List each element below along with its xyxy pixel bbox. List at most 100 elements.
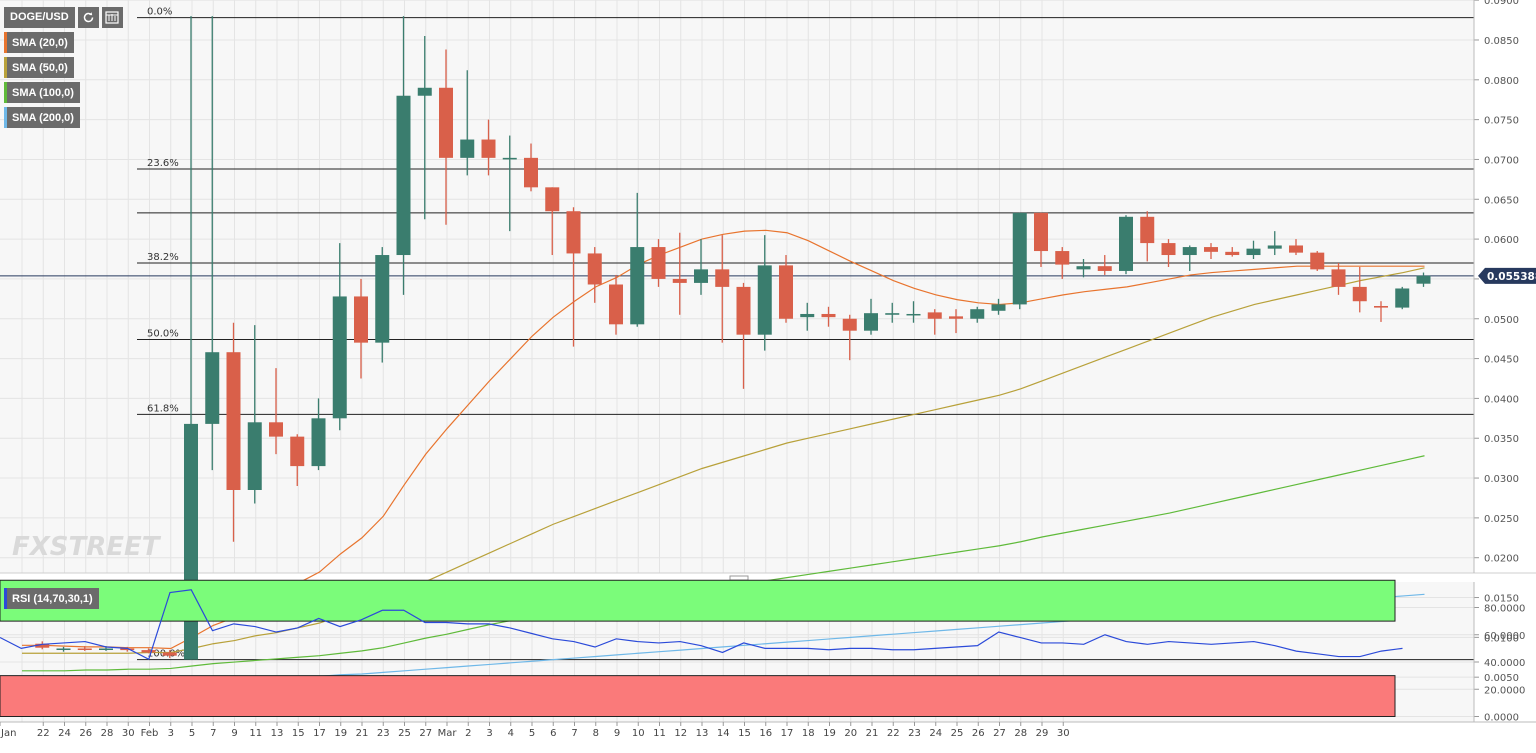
candle-body-down [927, 312, 942, 319]
y-tick-label: 0.0900 [1484, 0, 1519, 7]
x-tick-label: 5 [189, 728, 195, 739]
fib-level-label: 23.6% [147, 158, 179, 169]
candle-body-up [970, 309, 985, 319]
candle-body-down [736, 286, 751, 335]
refresh-button[interactable] [77, 7, 99, 28]
x-tick-label: 3 [168, 728, 174, 739]
x-tick-label: 24 [929, 728, 942, 739]
x-tick-label: 25 [398, 728, 411, 739]
chart-settings-button[interactable] [101, 7, 123, 28]
legend-sma200[interactable]: SMA (200,0) [4, 107, 80, 128]
legend-swatch-sma20 [4, 32, 7, 53]
y-tick-label: 0.0850 [1484, 36, 1519, 47]
candle-body-up [1395, 288, 1410, 308]
chart-settings-icon [105, 11, 119, 24]
rsi-line [0, 589, 1403, 661]
x-tick-label: 27 [419, 728, 432, 739]
candle-body-down [439, 87, 453, 158]
candle-body-down [35, 643, 50, 648]
candle-body-down [1034, 212, 1048, 252]
x-tick-label: 7 [210, 728, 216, 739]
y-tick-label: 0.0200 [1484, 554, 1519, 565]
candle-body-up [56, 648, 71, 651]
rsi-y-tick-label: 20.0000 [1484, 685, 1525, 696]
candle-body-down [949, 316, 963, 319]
x-tick-label: 19 [334, 728, 347, 739]
y-tick-label: 0.0350 [1484, 434, 1519, 445]
y-tick-label: 0.0700 [1484, 155, 1519, 166]
legend-label-sma50: SMA (50,0) [12, 61, 68, 74]
candle-body-down [524, 157, 538, 188]
candle-body-up [375, 255, 390, 343]
candle-body-down [609, 284, 623, 325]
candle-body-up [396, 95, 411, 256]
x-tick-label: 15 [738, 728, 751, 739]
rsi-legend[interactable]: RSI (14,70,30,1) [4, 588, 99, 609]
candle-body-up [247, 422, 262, 490]
legend-sma50[interactable]: SMA (50,0) [4, 57, 74, 78]
x-tick-label: 14 [717, 728, 730, 739]
x-tick-label: 20 [844, 728, 857, 739]
x-tick-label: 11 [653, 728, 666, 739]
candle-body-down [821, 313, 836, 318]
rsi-y-tick-label: 0.0000 [1484, 713, 1519, 724]
candle-body-down [715, 269, 730, 287]
candle-body-up [864, 313, 878, 331]
y-tick-label: 0.0300 [1484, 474, 1519, 485]
sma50-line [22, 267, 1425, 654]
candle-body-down [587, 253, 602, 285]
candle-body-down [1331, 269, 1346, 287]
legend-label-sma20: SMA (20,0) [12, 36, 68, 49]
y-tick-label: 0.0650 [1484, 195, 1519, 206]
legend-swatch-sma50 [4, 57, 7, 78]
x-tick-label: 13 [696, 728, 709, 739]
y-tick-label: 0.0500 [1484, 315, 1519, 326]
candle-body-down [120, 648, 135, 651]
candle-body-down [1161, 243, 1176, 256]
x-tick-label: 30 [122, 728, 135, 739]
candle-body-down [672, 278, 687, 283]
x-tick-label: Jan [0, 728, 16, 739]
x-tick-label: 23 [377, 728, 390, 739]
candle-body-up [460, 139, 475, 158]
candle-body-up [1182, 247, 1197, 256]
candle-body-up [184, 423, 198, 660]
x-tick-label: 9 [231, 728, 237, 739]
legend-sma100[interactable]: SMA (100,0) [4, 82, 80, 103]
y-tick-label: 0.0400 [1484, 394, 1519, 405]
candle-body-down [566, 211, 581, 254]
x-tick-label: 21 [866, 728, 879, 739]
x-tick-label: 25 [951, 728, 964, 739]
candle-body-down [1140, 216, 1155, 244]
candle-body-down [290, 436, 305, 467]
x-tick-label: 16 [759, 728, 772, 739]
symbol-button[interactable]: DOGE/USD [4, 7, 75, 28]
fib-level-label: 50.0% [147, 328, 179, 339]
rsi-oversold-zone [0, 675, 1396, 717]
fib-level-label: 61.8% [147, 403, 179, 414]
candle-body-down [545, 187, 560, 212]
x-tick-label: 13 [271, 728, 284, 739]
x-tick-label: 26 [972, 728, 985, 739]
y-tick-label: 0.0600 [1484, 235, 1519, 246]
x-tick-label: 11 [249, 728, 262, 739]
candle-body-up [332, 296, 347, 419]
x-tick-label: 30 [1057, 728, 1070, 739]
x-tick-label: 6 [550, 728, 556, 739]
legend-swatch-rsi [4, 588, 7, 609]
candle-body-up [1416, 275, 1431, 284]
candle-body-up [1119, 216, 1133, 271]
x-tick-label: 26 [79, 728, 92, 739]
symbol-label: DOGE/USD [10, 11, 69, 23]
candle-body-up [757, 265, 772, 335]
candle-body-up [205, 352, 220, 424]
candle-body-down [779, 265, 793, 319]
candle-body-up [311, 418, 326, 467]
pane-resize-handle [729, 575, 749, 581]
candle-body-up [885, 313, 900, 315]
legend-sma20[interactable]: SMA (20,0) [4, 32, 74, 53]
candle-body-down [77, 648, 92, 651]
legend-label-sma200: SMA (200,0) [12, 111, 74, 124]
legend-swatch-sma200 [4, 107, 7, 128]
